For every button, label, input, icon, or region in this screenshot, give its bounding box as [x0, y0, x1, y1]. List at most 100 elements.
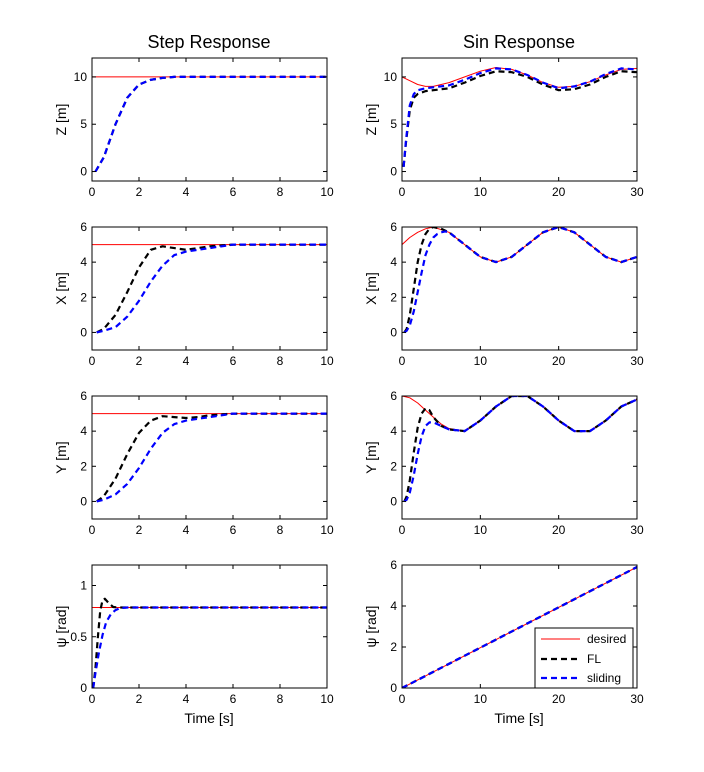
axes-background	[92, 58, 327, 181]
series-line-fl	[402, 70, 637, 167]
y-tick-label: 0	[80, 325, 87, 339]
x-tick-label: 6	[230, 523, 237, 537]
axes-background	[92, 227, 327, 350]
series-line-sliding	[96, 412, 327, 503]
x-tick-label: 0	[399, 523, 406, 537]
ylabel-step-x: X [m]	[53, 272, 69, 305]
series-line-fl	[92, 597, 327, 688]
y-tick-label: 4	[80, 424, 87, 438]
y-tick-label: 0.5	[70, 630, 87, 644]
xlabel-right: Time [s]	[494, 710, 543, 726]
series-line-sliding	[403, 227, 637, 334]
series-line-fl	[96, 412, 327, 503]
x-tick-label: 6	[230, 354, 237, 368]
ylabel-step-z: Z [m]	[53, 104, 69, 136]
y-tick-label: 6	[80, 220, 87, 234]
title-sin-response: Sin Response	[463, 32, 575, 52]
legend-label-fl: FL	[587, 652, 601, 666]
y-tick-label: 5	[390, 117, 397, 131]
series-group	[402, 227, 637, 334]
x-tick-label: 0	[89, 523, 96, 537]
subplot-sin-y: 0 10 20 30 0 2 4 6 Y [m]	[363, 389, 644, 537]
axes-frame	[401, 226, 638, 351]
axes-background	[92, 565, 327, 688]
y-tick-label: 6	[390, 558, 397, 572]
series-line-sliding	[402, 566, 637, 688]
x-tick-label: 4	[183, 354, 190, 368]
y-tick-label: 2	[80, 459, 87, 473]
axes-frame	[401, 395, 638, 520]
y-tick-label: 0	[80, 494, 87, 508]
ylabel-step-psi: ψ [rad]	[53, 606, 69, 648]
x-tick-label: 30	[630, 185, 644, 199]
ylabel-sin-z: Z [m]	[363, 104, 379, 136]
y-tick-label: 2	[390, 459, 397, 473]
y-tick-label: 4	[80, 255, 87, 269]
x-tick-label: 2	[136, 692, 143, 706]
x-tick-label: 10	[474, 692, 488, 706]
y-tick-label: 0	[390, 494, 397, 508]
x-tick-label: 10	[474, 185, 488, 199]
series-group	[92, 597, 327, 688]
y-tick-label: 0	[390, 681, 397, 695]
x-tick-label: 30	[630, 692, 644, 706]
x-tick-label: 0	[399, 692, 406, 706]
x-tick-label: 0	[399, 185, 406, 199]
x-tick-label: 20	[552, 185, 566, 199]
x-tick-label: 30	[630, 354, 644, 368]
y-tick-label: 6	[390, 220, 397, 234]
x-tick-label: 10	[474, 523, 488, 537]
y-tick-label: 6	[80, 389, 87, 403]
ylabel-sin-x: X [m]	[363, 272, 379, 305]
y-tick-label: 4	[390, 255, 397, 269]
axes-frame	[401, 564, 638, 689]
axes-frame	[91, 226, 328, 351]
x-tick-label: 2	[136, 185, 143, 199]
axes-frame	[401, 57, 638, 182]
x-tick-label: 30	[630, 523, 644, 537]
axes-background	[92, 396, 327, 519]
title-step-response: Step Response	[147, 32, 270, 52]
x-tick-label: 0	[89, 692, 96, 706]
x-tick-label: 8	[277, 692, 284, 706]
legend: desired FL sliding	[534, 627, 634, 689]
y-tick-label: 2	[390, 640, 397, 654]
x-tick-label: 10	[474, 354, 488, 368]
x-tick-label: 8	[277, 523, 284, 537]
series-group	[402, 67, 637, 167]
series-group	[92, 75, 327, 173]
y-tick-label: 2	[390, 290, 397, 304]
series-group	[92, 412, 327, 503]
x-tick-label: 20	[552, 354, 566, 368]
subplot-step-y: 0 2 4 6 8 10 0 2 4 6 Y [m]	[53, 389, 334, 537]
y-tick-label: 2	[80, 290, 87, 304]
x-tick-label: 10	[320, 354, 334, 368]
subplot-step-z: 0 2 4 6 8 10 0 5 10 Z [m]	[53, 57, 334, 199]
x-tick-label: 4	[183, 523, 190, 537]
y-tick-label: 1	[80, 579, 87, 593]
x-tick-label: 10	[320, 185, 334, 199]
series-line-sliding	[403, 396, 637, 503]
y-tick-label: 0	[390, 325, 397, 339]
x-tick-label: 10	[320, 523, 334, 537]
x-tick-label: 0	[89, 354, 96, 368]
series-group	[92, 243, 327, 334]
xlabel-left: Time [s]	[184, 710, 233, 726]
axes-frame	[91, 564, 328, 689]
x-tick-label: 8	[277, 354, 284, 368]
x-tick-label: 6	[230, 185, 237, 199]
legend-label-desired: desired	[587, 632, 626, 646]
y-tick-label: 0	[80, 681, 87, 695]
axes-frame	[91, 57, 328, 182]
series-line-sliding	[92, 606, 327, 688]
x-tick-label: 4	[183, 692, 190, 706]
x-tick-label: 2	[136, 354, 143, 368]
subplot-sin-x: 0 10 20 30 0 2 4 6 X [m]	[363, 220, 644, 368]
x-tick-label: 0	[399, 354, 406, 368]
series-line-sliding	[94, 75, 327, 173]
series-line-sliding	[402, 67, 637, 167]
legend-label-sliding: sliding	[587, 671, 621, 685]
series-line-sliding	[96, 243, 327, 334]
series-group	[402, 396, 637, 503]
